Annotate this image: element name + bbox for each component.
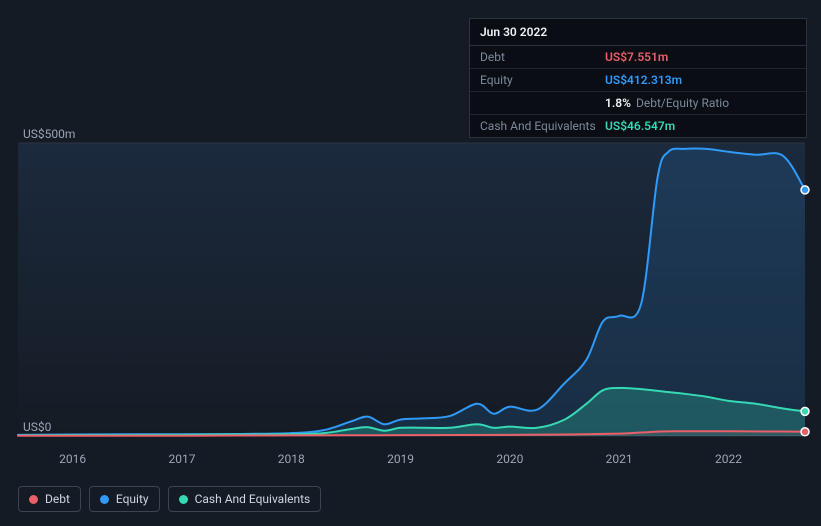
- x-axis-label: 2022: [715, 452, 742, 466]
- legend-label: Equity: [116, 492, 149, 506]
- legend-dot-icon: [29, 495, 38, 504]
- tooltip-row: EquityUS$412.313m: [470, 69, 806, 92]
- legend-dot-icon: [100, 495, 109, 504]
- tooltip-row-label: Debt: [480, 50, 605, 64]
- legend-item-debt[interactable]: Debt: [18, 486, 81, 512]
- tooltip-row: Cash And EquivalentsUS$46.547m: [470, 115, 806, 137]
- y-axis-label: US$500m: [23, 127, 75, 141]
- legend-item-cash[interactable]: Cash And Equivalents: [168, 486, 322, 512]
- tooltip-row: DebtUS$7.551m: [470, 46, 806, 69]
- x-axis-label: 2018: [278, 452, 305, 466]
- x-axis-label: 2020: [496, 452, 523, 466]
- x-axis-label: 2017: [168, 452, 195, 466]
- x-axis-label: 2019: [387, 452, 414, 466]
- tooltip-row-label: Cash And Equivalents: [480, 119, 605, 133]
- tooltip-row-value-wrap: US$46.547m: [605, 119, 675, 133]
- tooltip-row: 1.8% Debt/Equity Ratio: [470, 92, 806, 115]
- legend-label: Cash And Equivalents: [195, 492, 311, 506]
- tooltip-row-value: US$7.551m: [605, 50, 668, 64]
- tooltip-row-value-wrap: US$7.551m: [605, 50, 668, 64]
- tooltip-row-value-wrap: 1.8% Debt/Equity Ratio: [605, 96, 729, 110]
- chart-legend: Debt Equity Cash And Equivalents: [18, 486, 321, 512]
- tooltip-row-value: US$46.547m: [605, 119, 675, 133]
- tooltip-row-suffix: Debt/Equity Ratio: [633, 96, 729, 110]
- tooltip-row-label: Equity: [480, 73, 605, 87]
- legend-item-equity[interactable]: Equity: [89, 486, 160, 512]
- y-axis-label: US$0: [23, 420, 51, 434]
- tooltip-date: Jun 30 2022: [470, 19, 806, 46]
- x-axis-label: 2021: [606, 452, 633, 466]
- tooltip-row-value: 1.8%: [605, 96, 631, 110]
- tooltip-row-label: [480, 96, 605, 110]
- x-axis-label: 2016: [59, 452, 86, 466]
- tooltip-row-value: US$412.313m: [605, 73, 682, 87]
- tooltip-rows: DebtUS$7.551mEquityUS$412.313m1.8% Debt/…: [470, 46, 806, 137]
- legend-label: Debt: [45, 492, 70, 506]
- chart-tooltip: Jun 30 2022 DebtUS$7.551mEquityUS$412.31…: [469, 18, 807, 138]
- legend-dot-icon: [179, 495, 188, 504]
- tooltip-row-value-wrap: US$412.313m: [605, 73, 682, 87]
